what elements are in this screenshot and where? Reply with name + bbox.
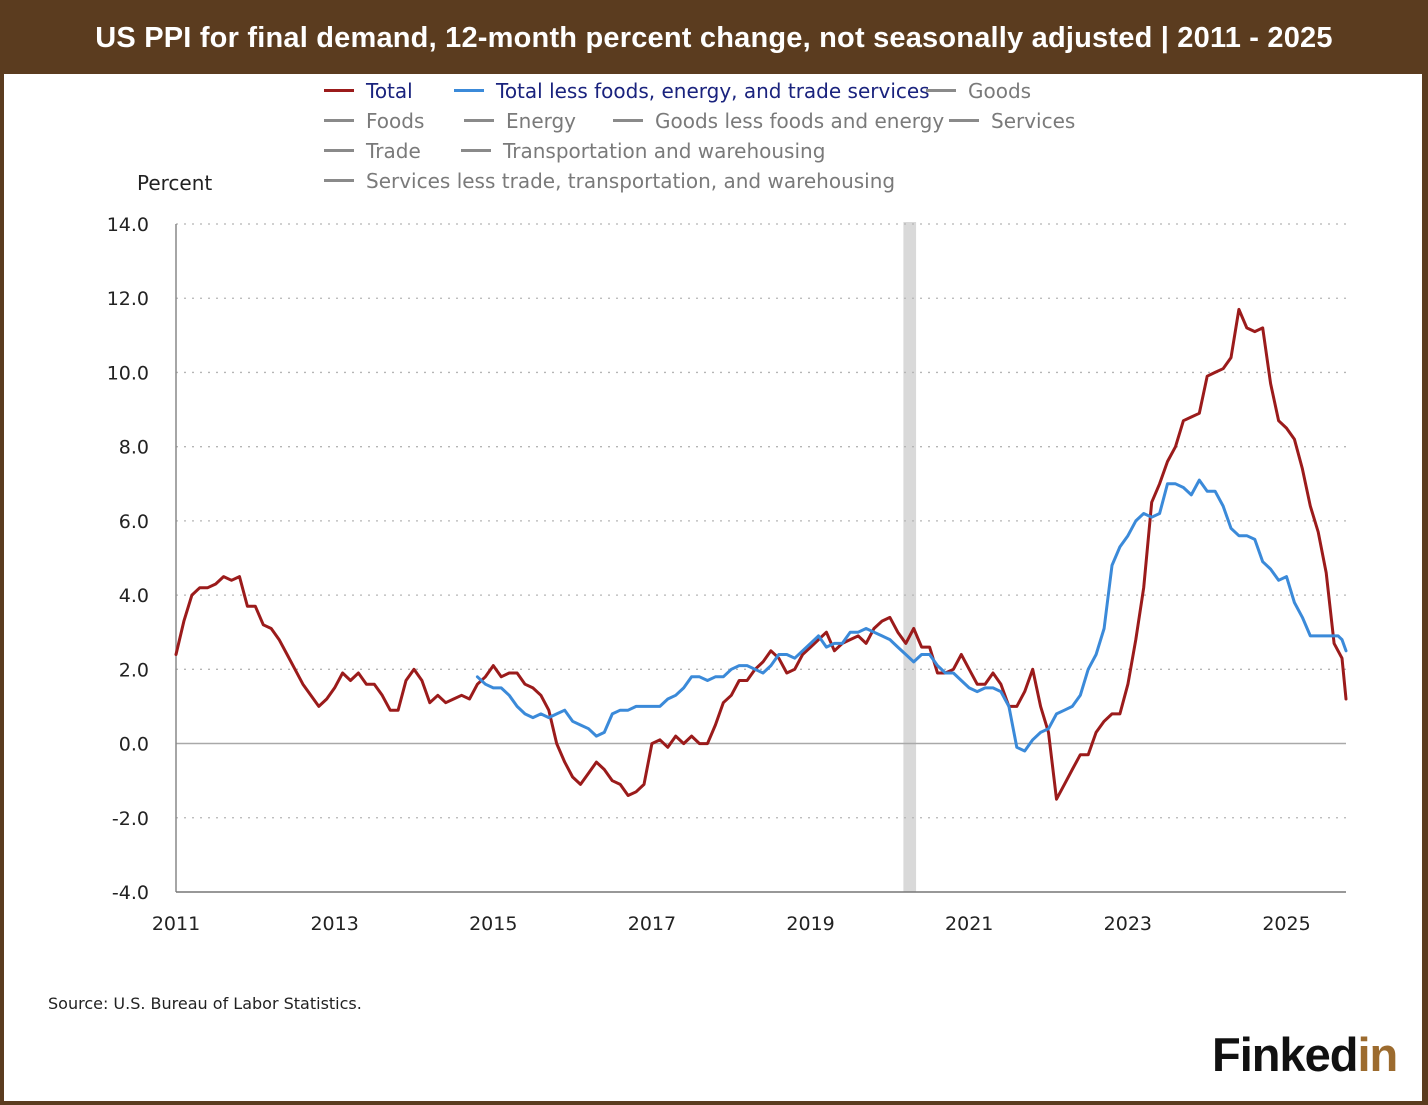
y-tick-label: 10.0 — [107, 362, 149, 384]
legend-label: Energy — [506, 109, 577, 133]
legend-swatch — [613, 119, 643, 122]
finkedin-logo: Finkedin — [1212, 1027, 1398, 1082]
chart-panel: -4.0 -2.0 0.0 2.0 4.0 6.0 8.0 10.0 12.0 14.0 2011 2… — [4, 74, 1422, 1101]
y-tick-label: 14.0 — [107, 214, 149, 236]
y-tick-label: 0.0 — [119, 734, 149, 756]
y-tick-label: -4.0 — [112, 882, 149, 904]
legend-label: Services — [991, 109, 1076, 133]
y-tick-label: 6.0 — [119, 511, 149, 533]
legend-label: Goods — [968, 79, 1032, 103]
legend-label: Total less foods, energy, and trade serv… — [496, 79, 930, 103]
line-chart: -4.0 -2.0 0.0 2.0 4.0 6.0 8.0 10.0 12.0 14.0 2011 2… — [107, 214, 1348, 935]
legend-label: Transportation and warehousing — [503, 139, 826, 163]
legend-item[interactable]: Transportation and warehousing — [461, 138, 825, 164]
legend-label: Foods — [366, 109, 425, 133]
x-tick-label: 2025 — [1262, 913, 1310, 935]
x-tick-label: 2015 — [469, 913, 517, 935]
y-tick-label: 2.0 — [119, 659, 149, 681]
legend-label: Trade — [366, 139, 421, 163]
series-line-total — [174, 307, 1348, 801]
x-tick-label: 2017 — [628, 913, 676, 935]
legend-item[interactable]: Total — [324, 78, 413, 104]
x-tick-label: 2021 — [945, 913, 993, 935]
x-tick-label: 2011 — [152, 913, 200, 935]
legend-swatch — [461, 149, 491, 152]
logo-accent-text: in — [1357, 1028, 1398, 1081]
x-tick-label: 2013 — [310, 913, 358, 935]
y-axis-unit-label: Percent — [137, 171, 213, 195]
legend-label: Total — [366, 79, 413, 103]
y-tick-label: 8.0 — [119, 437, 149, 459]
y-tick-label: -2.0 — [112, 808, 149, 830]
y-tick-label: 4.0 — [119, 585, 149, 607]
legend-swatch — [926, 89, 956, 92]
legend-swatch — [949, 119, 979, 122]
legend-item[interactable]: Energy — [464, 108, 576, 134]
legend-label: Goods less foods and energy — [655, 109, 945, 133]
logo-main-text: Finked — [1212, 1028, 1358, 1081]
legend-swatch — [324, 179, 354, 182]
chart-title: US PPI for final demand, 12-month percen… — [0, 0, 1428, 74]
legend-label: Services less trade, transportation, and… — [366, 169, 896, 193]
legend-item[interactable]: Goods — [926, 78, 1031, 104]
legend-swatch — [324, 89, 354, 92]
legend-swatch — [464, 119, 494, 122]
legend-item[interactable]: Trade — [324, 138, 421, 164]
legend-swatch — [454, 89, 484, 92]
x-tick-label: 2019 — [786, 913, 834, 935]
source-note: Source: U.S. Bureau of Labor Statistics. — [48, 994, 362, 1013]
series-line-total-less-foods-energy-and-trade-services — [475, 478, 1348, 753]
legend-item[interactable]: Total less foods, energy, and trade serv… — [454, 78, 930, 104]
legend-item[interactable]: Goods less foods and energy — [613, 108, 944, 134]
legend-item[interactable]: Foods — [324, 108, 424, 134]
y-tick-label: 12.0 — [107, 288, 149, 310]
legend-item[interactable]: Services less trade, transportation, and… — [324, 168, 895, 194]
recession-band — [903, 222, 917, 892]
legend-item[interactable]: Services — [949, 108, 1075, 134]
legend-swatch — [324, 119, 354, 122]
legend-swatch — [324, 149, 354, 152]
x-tick-label: 2023 — [1104, 913, 1152, 935]
